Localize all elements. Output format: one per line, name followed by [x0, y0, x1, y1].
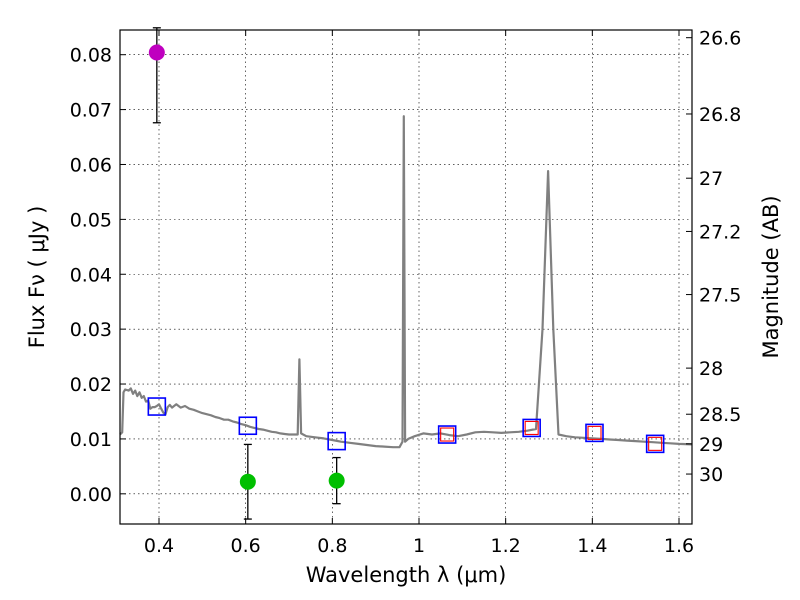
- blue-square-marker: [327, 431, 346, 451]
- right-tick-label: 28: [699, 358, 723, 380]
- grid: [120, 30, 692, 524]
- y-tick-label: 0.04: [70, 264, 112, 286]
- plot-frame: [119, 29, 693, 525]
- y-tick-label: 0.00: [70, 484, 112, 506]
- right-tick-label: 26.8: [699, 104, 741, 126]
- x-tick-label: 0.8: [317, 535, 347, 557]
- y-tick-label: 0.06: [70, 154, 112, 176]
- x-tick-label: 1.2: [491, 535, 521, 557]
- blue-square-marker: [437, 425, 457, 444]
- right-tick-label: 28.5: [699, 404, 741, 426]
- x-axis-label: Wavelength λ (μm): [306, 563, 507, 587]
- y-tick-label: 0.01: [70, 429, 112, 451]
- red-square-marker: [587, 425, 602, 440]
- x-tick-label: 1: [413, 535, 425, 557]
- y-axis-right-label: Magnitude (AB): [759, 195, 783, 358]
- data-point: [239, 473, 256, 490]
- right-tick-label: 30: [699, 464, 723, 486]
- x-tick-label: 0.6: [231, 535, 261, 557]
- x-tick-label: 0.4: [144, 535, 174, 557]
- plot-background: [120, 30, 692, 524]
- right-tick-label: 26.6: [699, 28, 741, 50]
- data-point: [328, 472, 345, 489]
- right-tick-label: 29: [699, 434, 723, 456]
- right-tick-label: 27.2: [699, 221, 741, 243]
- right-tick-label: 27.5: [699, 285, 741, 307]
- x-tick-label: 1.6: [664, 535, 694, 557]
- red-square-marker: [440, 427, 455, 442]
- series-layer: [119, 27, 693, 520]
- red-square-marker: [524, 420, 539, 435]
- y-tick-label: 0.03: [70, 319, 112, 341]
- y-axis-label: Flux Fν ( μJy ): [25, 206, 49, 349]
- red-square-marker: [648, 436, 663, 451]
- y-tick-label: 0.08: [70, 45, 112, 67]
- y-tick-label: 0.05: [70, 209, 112, 231]
- y-tick-label: 0.02: [70, 374, 112, 396]
- blue-square-marker: [522, 418, 541, 438]
- sed-model-line: [119, 115, 693, 449]
- blue-square-marker: [585, 423, 604, 443]
- data-point: [148, 44, 165, 61]
- blue-square-marker: [645, 434, 665, 454]
- blue-square-marker: [147, 397, 167, 416]
- axes-ticks: 0.4 0.6 0.8 1 1.2 1.4 1.6 0.00 0.01 0.02 0.03 0.04 0…: [70, 28, 742, 557]
- right-tick-label: 27: [699, 168, 723, 190]
- y-tick-label: 0.07: [70, 100, 112, 122]
- blue-square-marker: [238, 416, 258, 436]
- x-tick-label: 1.4: [577, 535, 607, 557]
